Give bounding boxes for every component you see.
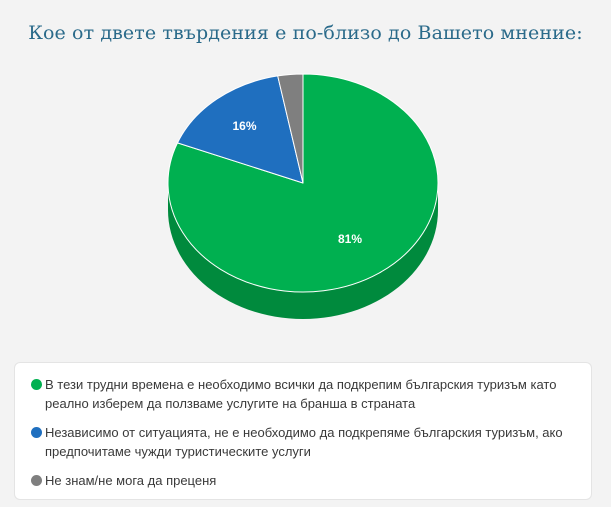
chart-legend: В тези трудни времена е необходимо всичк… (14, 362, 592, 500)
legend-item-1[interactable]: Независимо от ситуацията, не е необходим… (31, 423, 575, 461)
pie-slice-side-0 (168, 183, 438, 319)
chart-title: Кое от двете твърдения е по-близо до Ваш… (28, 22, 583, 44)
pie-chart: 81% 16% (167, 73, 439, 319)
pie-data-label-0: 81% (338, 232, 362, 246)
legend-label-0: В тези трудни времена е необходимо всичк… (45, 377, 557, 411)
pie-slice-1[interactable] (176, 75, 304, 184)
pie-data-label-1: 16% (232, 119, 256, 133)
legend-item-0[interactable]: В тези трудни времена е необходимо всичк… (31, 375, 575, 413)
legend-marker-1 (31, 427, 42, 438)
legend-label-1: Независимо от ситуацията, не е необходим… (45, 425, 563, 459)
legend-marker-0 (31, 379, 42, 390)
legend-marker-2 (31, 475, 42, 486)
legend-item-2[interactable]: Не знам/не мога да преценя (31, 471, 575, 490)
pie-slice-2[interactable] (277, 73, 304, 184)
legend-label-2: Не знам/не мога да преценя (45, 473, 217, 488)
